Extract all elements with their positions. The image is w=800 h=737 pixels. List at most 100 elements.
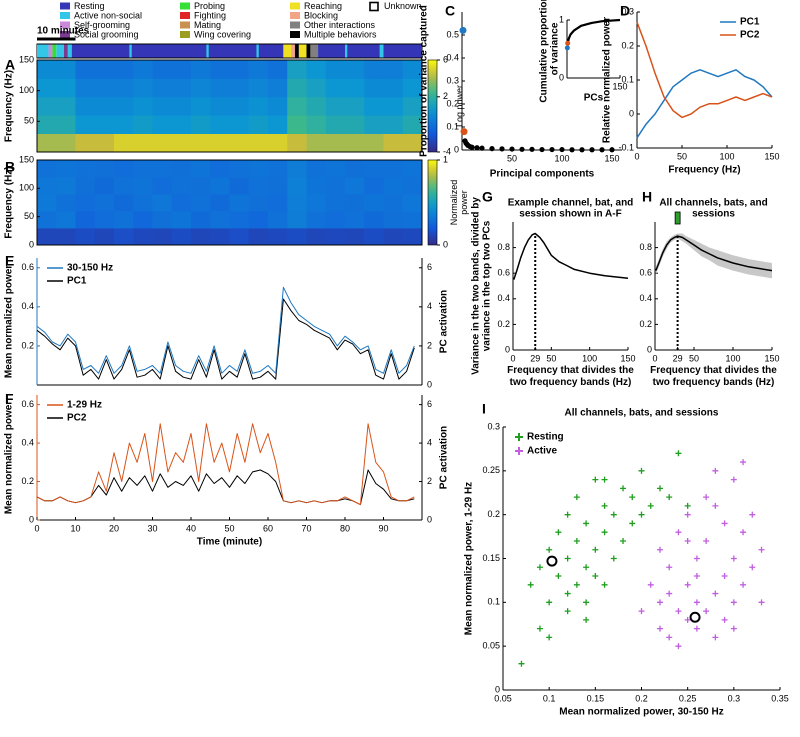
data-point <box>518 660 525 667</box>
heatmap-cell <box>268 96 288 116</box>
highlight-point <box>546 555 558 567</box>
text-line: Frequency that divides the <box>507 365 634 376</box>
y2-tick-label: 2 <box>427 476 432 486</box>
heatmap-cell <box>171 60 192 79</box>
heatmap-cell <box>325 60 346 79</box>
data-point <box>546 599 553 606</box>
text-line: All channels, bats, and <box>659 197 767 208</box>
data-point <box>559 146 565 153</box>
heatmap-cell <box>248 133 269 153</box>
data-point <box>656 599 663 606</box>
legend-label: Social grooming <box>74 29 139 39</box>
y-tick-label: 0.1 <box>487 597 500 607</box>
heatmap-cell <box>248 228 269 246</box>
colorbar-label: Normalizedpower <box>449 180 469 226</box>
data-point <box>749 564 756 571</box>
heatmap-cell <box>191 78 211 98</box>
heatmap-cell <box>152 228 173 246</box>
data-point <box>629 520 636 527</box>
data-point <box>599 147 605 153</box>
chart-title: All channels, bats, and sessions <box>659 197 767 219</box>
y-axis-label: Mean normalized power <box>4 265 15 378</box>
chart-title: All channels, bats, and sessions <box>565 408 719 419</box>
heatmap-cell <box>75 133 96 153</box>
panel-letter: B <box>5 159 15 175</box>
data-point <box>758 599 765 606</box>
y-tick-label: 0.5 <box>446 29 459 39</box>
legend-label: Probing <box>194 1 225 11</box>
x-axis-label: Principal components <box>490 169 595 180</box>
heatmap-cell <box>402 177 423 195</box>
heatmap-cell <box>114 211 134 229</box>
legend-label: Resting <box>527 432 564 443</box>
x-tick-label: 150 <box>620 353 635 363</box>
heatmap-cell <box>37 228 57 246</box>
y-tick-label: 0.25 <box>482 465 500 475</box>
x-tick-label: 50 <box>689 353 699 363</box>
heatmap-cell <box>56 115 76 134</box>
heatmap-cell <box>345 78 365 98</box>
y-tick-label: 0.2 <box>21 476 34 486</box>
legend-label: Unknown <box>384 1 422 11</box>
data-point <box>469 144 475 150</box>
x-tick-label: 0.2 <box>635 693 648 703</box>
heatmap-cell <box>171 133 192 153</box>
heatmap-cell <box>364 60 384 79</box>
heatmap-cell <box>229 78 250 98</box>
heatmap-cell <box>37 78 57 98</box>
heatmap-cell <box>248 115 269 134</box>
heatmap-cell <box>229 133 250 153</box>
x-tick-label: 0 <box>34 523 39 533</box>
y-axis-label: Frequency (Hz) <box>4 70 15 142</box>
y-tick-label: 0.6 <box>21 399 34 409</box>
heatmap-cell <box>94 211 115 229</box>
heatmap-cell <box>94 133 115 153</box>
heatmap-cell <box>229 115 250 134</box>
heatmap-cell <box>210 133 230 153</box>
x-tick-label: 20 <box>109 523 119 533</box>
y-tick-label: 0.2 <box>487 509 500 519</box>
x-axis-label: PCs <box>584 93 604 104</box>
y-tick-label: 0.2 <box>21 340 34 350</box>
heatmap-cell <box>383 228 404 246</box>
y-axis-label: Variance in the two bands, divided byvar… <box>470 197 492 375</box>
data-point <box>592 476 599 483</box>
heatmap-cell <box>171 96 192 116</box>
heatmap-cell <box>402 160 423 178</box>
series-line <box>36 298 415 380</box>
heatmap-cell <box>210 78 230 98</box>
heatmap-cell <box>248 194 269 212</box>
y-tick-label: 0.8 <box>639 242 652 252</box>
heatmap-cell <box>287 78 307 98</box>
y-tick-label: 0.3 <box>487 421 500 431</box>
heatmap-cell <box>152 60 173 79</box>
y2-tick-label: 0 <box>427 514 432 524</box>
data-point <box>703 537 710 544</box>
heatmap-cell <box>229 60 250 79</box>
heatmap-cell <box>94 194 115 212</box>
series-line <box>636 69 773 139</box>
series-line <box>655 235 773 272</box>
data-point <box>656 485 663 492</box>
behavior-segment <box>37 44 49 58</box>
heatmap-cell <box>325 211 346 229</box>
heatmap-cell <box>37 60 57 79</box>
heatmap-cell <box>402 96 423 116</box>
data-point <box>666 634 673 641</box>
data-point <box>583 616 590 623</box>
y2-tick-label: 4 <box>427 437 432 447</box>
text-line: two frequency bands (Hz) <box>653 377 775 388</box>
y-axis-label: Frequency (Hz) <box>4 166 15 238</box>
heatmap-cell <box>383 60 404 79</box>
legend-marker <box>515 433 523 441</box>
data-point <box>536 625 543 632</box>
heatmap-cell <box>114 194 134 212</box>
text-line: Frequency that divides the <box>650 365 777 376</box>
heatmap-cell <box>287 96 307 116</box>
x-tick-label: 0 <box>510 353 515 363</box>
heatmap-cell <box>171 194 192 212</box>
x-tick-label: 10 <box>70 523 80 533</box>
heatmap-cell <box>37 194 57 212</box>
y-tick-label: 0.2 <box>621 40 634 50</box>
